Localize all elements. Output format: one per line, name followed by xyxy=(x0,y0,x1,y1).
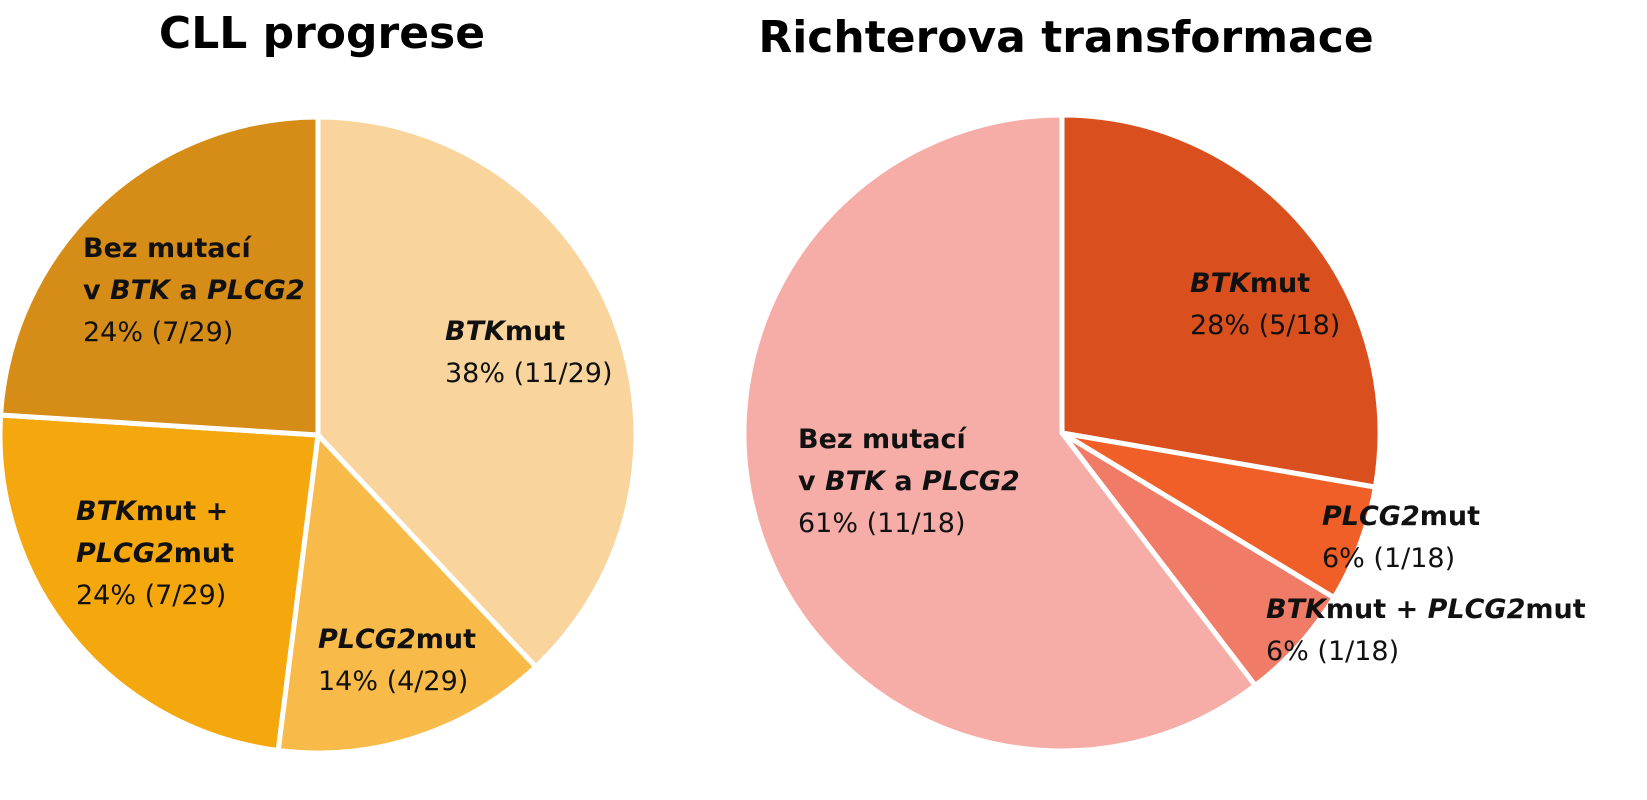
pie-slice-btkmut-plcg2mut xyxy=(0,412,321,753)
slice-label-bez-mutac-v-btk-a-plcg2: Bez mutací v BTK a PLCG2 61% (11/18) xyxy=(798,424,1020,539)
slice-label-btkmut: BTKmut 38% (11/29) xyxy=(445,316,612,389)
slice-label-btkmut-plcg2mut: BTKmut + PLCG2mut 24% (7/29) xyxy=(76,496,234,611)
pie-chart-richterova-transformace: BTKmut 28% (5/18) PLCG2mut 6% (1/18) BTKmut … xyxy=(741,112,1586,754)
pie-slice-bez-mutac-v-btk-a-plcg2 xyxy=(0,114,321,438)
pie-slice-plcg2mut xyxy=(275,432,539,756)
chart-title-richterova-transformace: Richterova transformace xyxy=(758,12,1373,63)
pie-slice-btkmut xyxy=(315,114,639,670)
chart-title-cll-progrese: CLL progrese xyxy=(159,8,485,59)
pie-slice-btkmut xyxy=(1059,112,1383,490)
slice-label-plcg2mut: PLCG2mut 6% (1/18) xyxy=(1322,501,1480,574)
pie-slice-bez-mutac-v-btk-a-plcg2 xyxy=(741,112,1258,754)
slice-label-plcg2mut: PLCG2mut 14% (4/29) xyxy=(318,624,476,697)
slice-label-bez-mutac-v-btk-a-plcg2: Bez mutací v BTK a PLCG2 24% (7/29) xyxy=(83,233,305,348)
slice-label-btkmut-plcg2mut: BTKmut + PLCG2mut 6% (1/18) xyxy=(1266,594,1586,667)
pie-chart-cll-progrese: BTKmut 38% (11/29) PLCG2mut 14% (4/29) BTKmu… xyxy=(0,114,639,756)
slice-label-btkmut: BTKmut 28% (5/18) xyxy=(1190,268,1340,341)
